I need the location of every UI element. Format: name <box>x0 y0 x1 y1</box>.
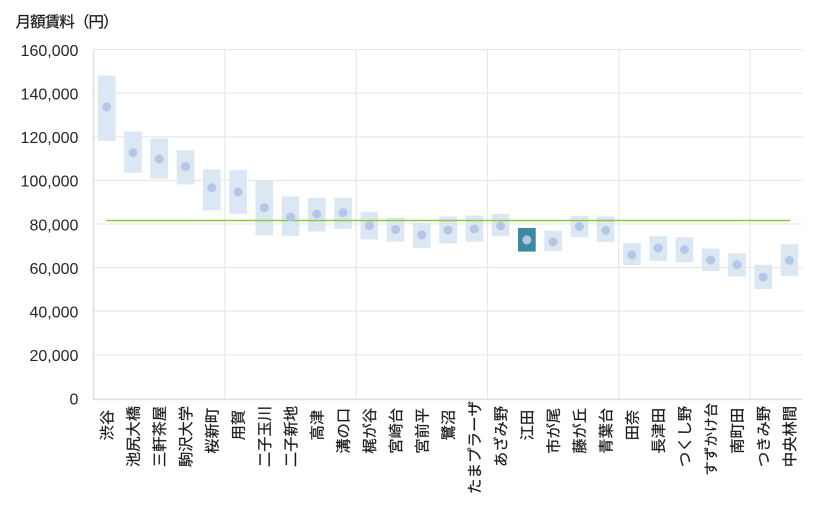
svg-text:20,000: 20,000 <box>29 348 78 365</box>
svg-text:120,000: 120,000 <box>21 130 79 147</box>
svg-text:100,000: 100,000 <box>21 174 79 191</box>
svg-text:160,000: 160,000 <box>21 43 79 60</box>
svg-text:0: 0 <box>69 392 78 409</box>
svg-text:80,000: 80,000 <box>29 217 78 234</box>
svg-text:140,000: 140,000 <box>21 87 79 104</box>
svg-text:60,000: 60,000 <box>29 261 78 278</box>
svg-text:40,000: 40,000 <box>29 305 78 322</box>
